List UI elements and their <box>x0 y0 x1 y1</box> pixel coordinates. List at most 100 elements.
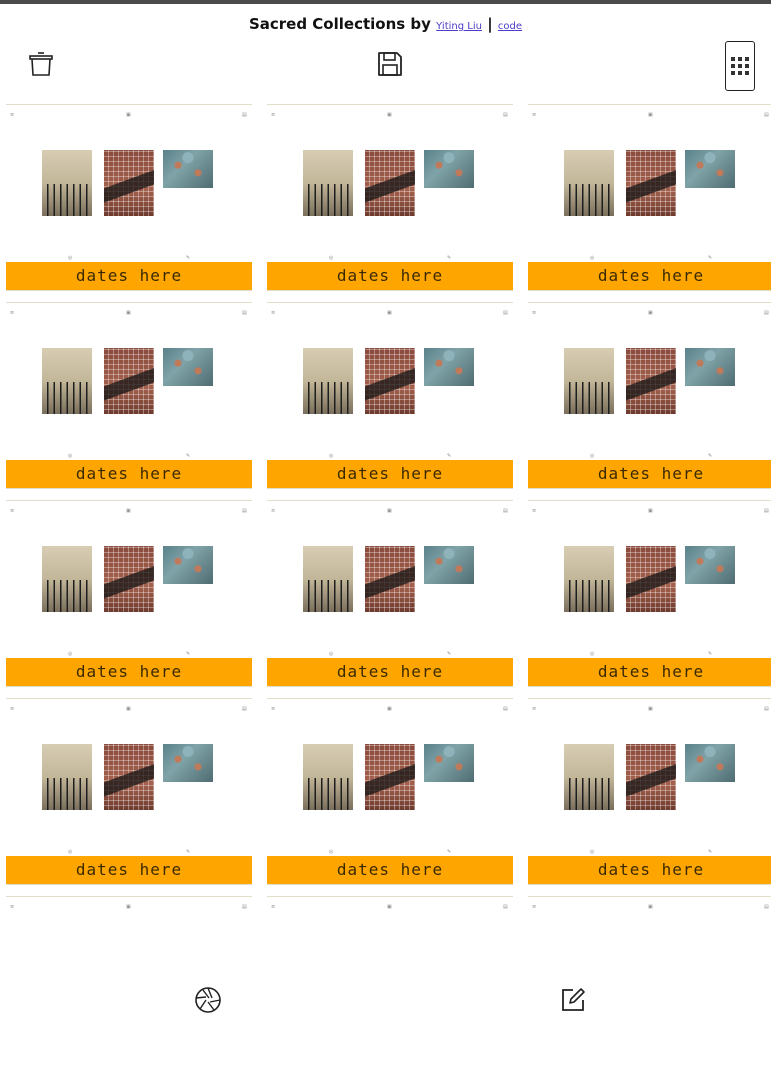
mini-camera-icon: ◎ <box>590 849 595 855</box>
delete-button[interactable] <box>26 49 56 79</box>
mini-menu-icon: ≡ <box>271 904 276 910</box>
mini-save-icon: ▣ <box>648 310 653 316</box>
card-top-border <box>267 698 513 699</box>
card-bottom-border <box>528 686 771 687</box>
collection-card[interactable]: ≡ ▣ ▤ ◎ ✎ dates here <box>528 698 771 885</box>
photo-brick-wall <box>365 150 415 216</box>
card-top-border <box>528 500 771 501</box>
mini-edit-icon: ✎ <box>186 255 191 261</box>
grid-view-button[interactable] <box>725 41 755 91</box>
photo-fence <box>303 150 353 216</box>
grid-icon <box>731 57 749 75</box>
card-top-border <box>6 104 252 105</box>
mini-save-icon: ▣ <box>387 508 392 514</box>
card-top-border <box>267 500 513 501</box>
mini-save-icon: ▣ <box>126 706 131 712</box>
dates-bar: dates here <box>6 262 252 290</box>
code-link[interactable]: code <box>497 21 523 32</box>
author-link[interactable]: Yiting Liu <box>436 21 482 32</box>
photo-fence <box>42 348 92 414</box>
mini-camera-icon: ◎ <box>329 453 334 459</box>
collection-card[interactable]: ≡ ▣ ▤ ◎ ✎ dates here <box>267 104 513 291</box>
card-top-border <box>267 104 513 105</box>
collection-card[interactable]: ≡ ▣ ▤ ◎ ✎ dates here <box>528 500 771 687</box>
mini-trash-icon: ▤ <box>242 112 247 118</box>
card-bottom-border <box>6 686 252 687</box>
collection-card[interactable]: ≡ ▣ ▤ ◎ ✎ dates here <box>267 302 513 489</box>
mini-trash-icon: ▤ <box>503 706 508 712</box>
collection-card[interactable]: ≡ ▣ ▤ <box>528 896 771 1083</box>
collection-card[interactable]: ≡ ▣ ▤ <box>267 896 513 1083</box>
photo-brick-wall <box>104 546 154 612</box>
card-bottom-border <box>528 884 771 885</box>
card-top-border <box>267 896 513 897</box>
mini-menu-icon: ≡ <box>271 508 276 514</box>
mini-menu-icon: ≡ <box>10 310 15 316</box>
photo-fence <box>42 744 92 810</box>
mini-menu-icon: ≡ <box>10 508 15 514</box>
collection-card[interactable]: ≡ ▣ ▤ ◎ ✎ dates here <box>6 104 252 291</box>
photo-mosaic <box>685 348 735 386</box>
photo-brick-wall <box>104 744 154 810</box>
photo-mosaic <box>163 150 213 188</box>
mini-trash-icon: ▤ <box>242 904 247 910</box>
mini-edit-icon: ✎ <box>447 453 452 459</box>
mini-edit-icon: ✎ <box>186 453 191 459</box>
photo-fence <box>42 150 92 216</box>
mini-trash-icon: ▤ <box>764 112 769 118</box>
collection-card[interactable]: ≡ ▣ ▤ ◎ ✎ dates here <box>267 698 513 885</box>
collection-card[interactable]: ≡ ▣ ▤ ◎ ✎ dates here <box>267 500 513 687</box>
photo-fence <box>303 744 353 810</box>
camera-aperture-icon <box>195 987 221 1013</box>
mini-camera-icon: ◎ <box>590 255 595 261</box>
mini-camera-icon: ◎ <box>68 849 73 855</box>
mini-camera-icon: ◎ <box>68 651 73 657</box>
photo-brick-wall <box>365 546 415 612</box>
photo-mosaic <box>424 546 474 584</box>
mini-trash-icon: ▤ <box>242 310 247 316</box>
save-icon <box>378 52 402 76</box>
collection-card[interactable]: ≡ ▣ ▤ ◎ ✎ dates here <box>6 302 252 489</box>
mini-trash-icon: ▤ <box>503 112 508 118</box>
title-text: Sacred Collections by <box>248 15 431 33</box>
camera-button[interactable] <box>192 984 224 1016</box>
mini-camera-icon: ◎ <box>590 651 595 657</box>
mini-trash-icon: ▤ <box>503 508 508 514</box>
mini-save-icon: ▣ <box>387 310 392 316</box>
mini-menu-icon: ≡ <box>532 706 537 712</box>
mini-menu-icon: ≡ <box>10 904 15 910</box>
collection-card[interactable]: ≡ ▣ ▤ ◎ ✎ dates here <box>6 500 252 687</box>
card-top-border <box>6 500 252 501</box>
card-bottom-border <box>6 488 252 489</box>
collection-card[interactable]: ≡ ▣ ▤ ◎ ✎ dates here <box>528 104 771 291</box>
dates-bar: dates here <box>267 856 513 884</box>
card-bottom-border <box>267 290 513 291</box>
mini-edit-icon: ✎ <box>447 849 452 855</box>
card-top-border <box>528 896 771 897</box>
mini-trash-icon: ▤ <box>503 904 508 910</box>
mini-trash-icon: ▤ <box>764 310 769 316</box>
mini-camera-icon: ◎ <box>68 255 73 261</box>
card-top-border <box>6 302 252 303</box>
collection-card[interactable]: ≡ ▣ ▤ ◎ ✎ dates here <box>528 302 771 489</box>
collection-card[interactable]: ≡ ▣ ▤ ◎ ✎ dates here <box>6 698 252 885</box>
mini-save-icon: ▣ <box>126 904 131 910</box>
photo-mosaic <box>685 744 735 782</box>
photo-mosaic <box>685 150 735 188</box>
mini-menu-icon: ≡ <box>532 112 537 118</box>
photo-fence <box>564 744 614 810</box>
photo-fence <box>564 348 614 414</box>
mini-menu-icon: ≡ <box>271 310 276 316</box>
mini-save-icon: ▣ <box>126 310 131 316</box>
dates-bar: dates here <box>6 856 252 884</box>
mini-trash-icon: ▤ <box>503 310 508 316</box>
mini-camera-icon: ◎ <box>68 453 73 459</box>
edit-button[interactable] <box>557 984 589 1016</box>
photo-mosaic <box>163 744 213 782</box>
photo-brick-wall <box>104 348 154 414</box>
mini-save-icon: ▣ <box>648 706 653 712</box>
dates-bar: dates here <box>6 658 252 686</box>
dates-bar: dates here <box>528 460 771 488</box>
save-button[interactable] <box>375 49 405 79</box>
collection-card[interactable]: ≡ ▣ ▤ <box>6 896 252 1083</box>
